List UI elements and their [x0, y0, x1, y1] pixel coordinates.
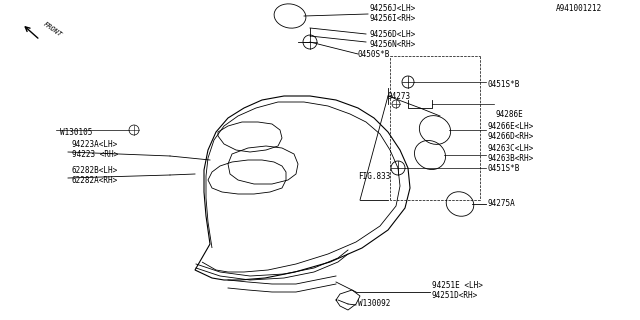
- Text: 0450S*B: 0450S*B: [358, 50, 390, 59]
- Text: 94273: 94273: [388, 92, 411, 100]
- Text: FIG.833: FIG.833: [358, 172, 390, 180]
- Text: 94251E <LH>: 94251E <LH>: [432, 282, 483, 291]
- Text: 94256N<RH>: 94256N<RH>: [370, 39, 416, 49]
- Text: 94223 <RH>: 94223 <RH>: [72, 149, 118, 158]
- Text: 62282A<RH>: 62282A<RH>: [72, 175, 118, 185]
- Text: 0451S*B: 0451S*B: [488, 164, 520, 172]
- Text: A941001212: A941001212: [556, 4, 602, 12]
- Text: 94266E<LH>: 94266E<LH>: [488, 122, 534, 131]
- Text: 94223A<LH>: 94223A<LH>: [72, 140, 118, 148]
- Text: 94266D<RH>: 94266D<RH>: [488, 132, 534, 140]
- Text: 94251D<RH>: 94251D<RH>: [432, 292, 478, 300]
- Text: 94263B<RH>: 94263B<RH>: [488, 154, 534, 163]
- Text: 94263C<LH>: 94263C<LH>: [488, 143, 534, 153]
- Text: W130092: W130092: [358, 300, 390, 308]
- Text: 94275A: 94275A: [488, 199, 516, 209]
- Text: 62282B<LH>: 62282B<LH>: [72, 165, 118, 174]
- Text: 0451S*B: 0451S*B: [488, 79, 520, 89]
- Text: FRONT: FRONT: [42, 21, 63, 38]
- Text: 94256D<LH>: 94256D<LH>: [370, 29, 416, 38]
- Text: 94256J<LH>: 94256J<LH>: [370, 4, 416, 12]
- Text: W130105: W130105: [60, 127, 92, 137]
- Text: 94256I<RH>: 94256I<RH>: [370, 13, 416, 22]
- Text: 94286E: 94286E: [496, 109, 524, 118]
